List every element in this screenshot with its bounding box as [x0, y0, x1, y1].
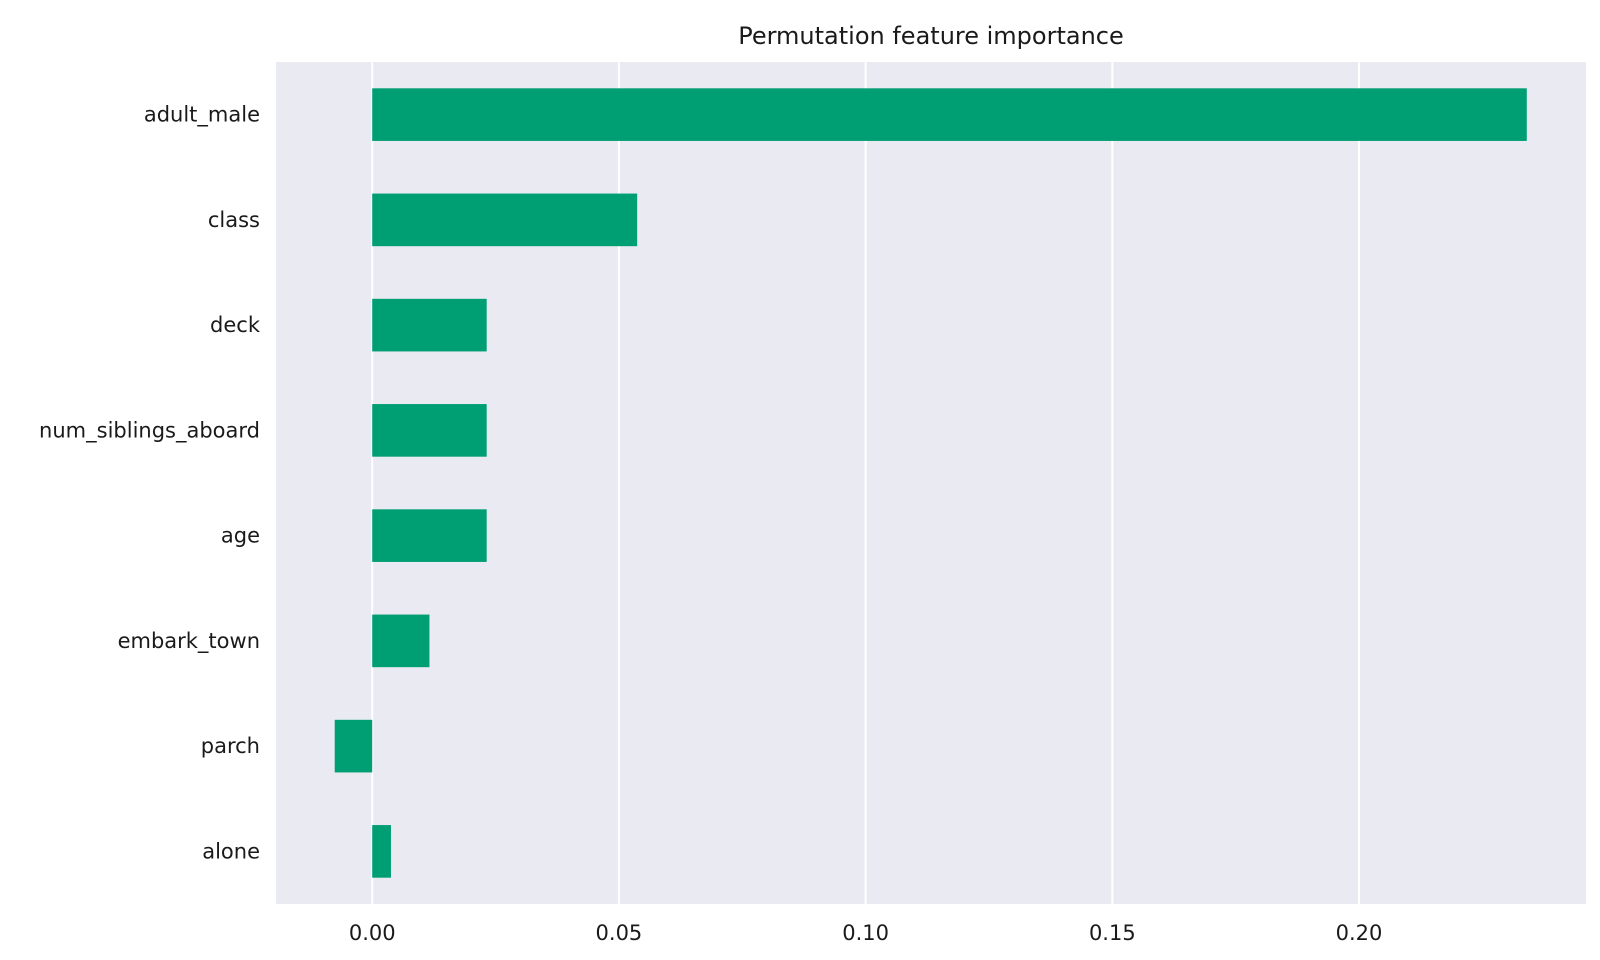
y-tick-label-adult-male: adult_male — [144, 103, 260, 128]
x-tick-label-2: 0.10 — [842, 921, 889, 945]
y-tick-label-parch: parch — [201, 734, 260, 758]
bar-adult-male — [372, 88, 1527, 141]
bars — [334, 88, 1527, 878]
y-tick-label-num-siblings-aboard: num_siblings_aboard — [39, 418, 260, 443]
bar-embark-town — [372, 614, 430, 668]
y-tick-label-embark-town: embark_town — [118, 629, 260, 654]
bar-deck — [372, 298, 487, 352]
bar-parch — [334, 719, 373, 773]
x-tick-label-0: 0.00 — [349, 921, 396, 945]
bar-age — [372, 509, 487, 562]
x-tick-label-3: 0.15 — [1089, 921, 1136, 945]
y-tick-label-age: age — [221, 524, 260, 548]
x-axis-tick-labels: 0.00 0.05 0.10 0.15 0.20 — [349, 921, 1383, 945]
x-tick-label-4: 0.20 — [1336, 921, 1383, 945]
bar-alone — [372, 825, 391, 878]
chart-title: Permutation feature importance — [738, 22, 1124, 50]
y-tick-label-deck: deck — [210, 313, 261, 337]
plot-area — [276, 62, 1586, 904]
y-tick-label-alone: alone — [202, 839, 260, 863]
x-tick-label-1: 0.05 — [596, 921, 643, 945]
bar-num-siblings-aboard — [372, 404, 487, 457]
y-tick-label-class: class — [208, 208, 260, 232]
bar-class — [372, 193, 638, 247]
